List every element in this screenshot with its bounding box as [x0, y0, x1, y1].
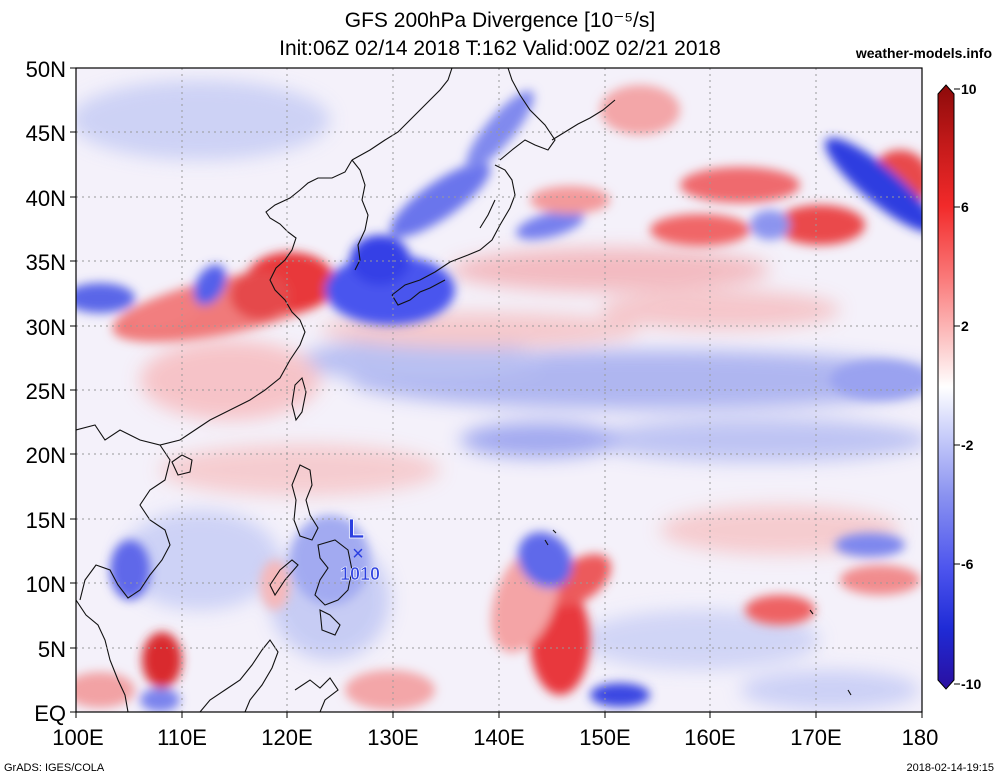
lat-label: 35N: [26, 250, 66, 275]
low-letter: L: [347, 513, 364, 544]
lat-label: 15N: [26, 508, 66, 533]
lat-label: EQ: [34, 701, 66, 726]
chart-title: GFS 200hPa Divergence [10⁻⁵/s]: [344, 9, 656, 32]
lon-label: 100E: [52, 725, 103, 750]
lon-label: 160E: [684, 725, 735, 750]
lon-label: 170E: [790, 725, 841, 750]
lon-label: 150E: [579, 725, 630, 750]
colorbar-label: -10: [961, 676, 981, 692]
lat-label: 25N: [26, 379, 66, 404]
colorbar-label: -2: [961, 437, 974, 453]
lon-label: 130E: [367, 725, 418, 750]
lat-label: 45N: [26, 121, 66, 146]
divergence-field: [76, 68, 922, 712]
chart-subtitle: Init:06Z 02/14 2018 T:162 Valid:00Z 02/2…: [279, 37, 721, 60]
timestamp-label: 2018-02-14-19:15: [906, 762, 994, 774]
lat-label: 5N: [38, 637, 66, 662]
lat-label: 10N: [26, 572, 66, 597]
lat-label: 30N: [26, 315, 66, 340]
lon-label: 140E: [473, 725, 524, 750]
lon-label: 180: [902, 725, 939, 750]
credit-label: GrADS: IGES/COLA: [4, 762, 105, 774]
colorbar-label: 2: [961, 318, 969, 334]
low-pressure-marker: L × 1010: [340, 513, 381, 585]
lat-label: 20N: [26, 443, 66, 468]
low-pressure-value: 1010: [340, 564, 380, 584]
lon-label: 120E: [261, 725, 312, 750]
tick-marks: [70, 67, 923, 718]
lat-label: 50N: [26, 57, 66, 82]
colorbar: 10 6 2 -2 -6 -10: [937, 81, 981, 692]
colorbar-label: 10: [961, 81, 977, 97]
colorbar-label: 6: [961, 199, 969, 215]
coastlines: [76, 68, 852, 712]
lon-label: 110E: [157, 725, 207, 750]
low-center-icon: ×: [352, 543, 364, 565]
colorbar-label: -6: [961, 556, 974, 572]
lat-label: 40N: [26, 186, 66, 211]
brand-label: weather-models.info: [855, 45, 992, 61]
